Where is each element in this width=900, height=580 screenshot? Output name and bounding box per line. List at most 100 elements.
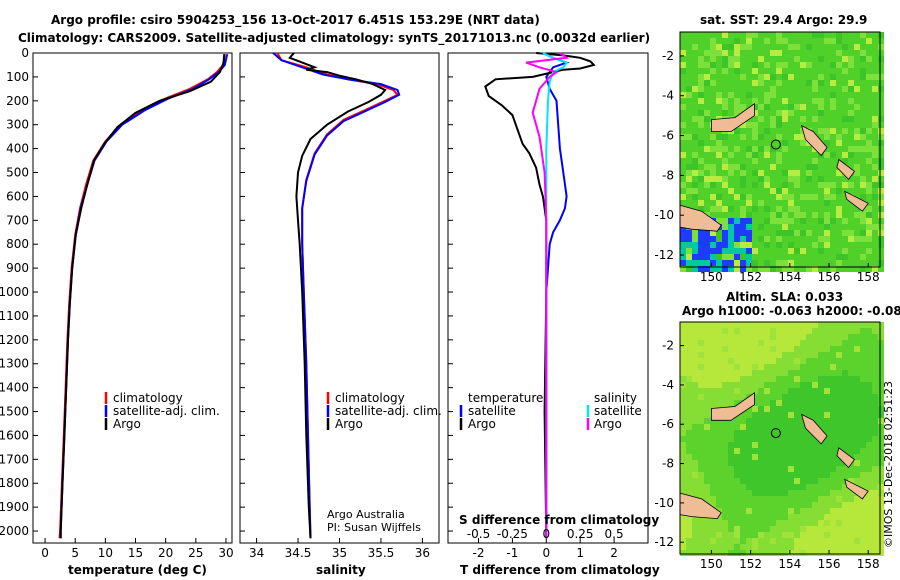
map-cell bbox=[860, 508, 866, 514]
map-cell bbox=[818, 424, 824, 430]
map-cell bbox=[782, 74, 788, 80]
map-cell bbox=[848, 322, 854, 328]
map-cell bbox=[758, 478, 764, 484]
map-cell bbox=[716, 496, 722, 502]
map-cell bbox=[812, 538, 818, 544]
map-cell bbox=[716, 322, 722, 328]
map-cell bbox=[770, 104, 776, 110]
map-cell bbox=[878, 242, 884, 248]
map-cell bbox=[830, 266, 836, 272]
map-cell bbox=[728, 260, 734, 266]
map-cell bbox=[788, 418, 794, 424]
map-cell bbox=[800, 532, 806, 538]
map-cell bbox=[812, 460, 818, 466]
map-cell bbox=[752, 526, 758, 532]
map-cell bbox=[752, 116, 758, 122]
map-cell bbox=[728, 550, 734, 556]
map-cell bbox=[704, 68, 710, 74]
map-cell bbox=[872, 508, 878, 514]
land-mass bbox=[844, 478, 869, 500]
map-cell bbox=[770, 454, 776, 460]
map-cell bbox=[770, 146, 776, 152]
map-cell bbox=[686, 50, 692, 56]
map-cell bbox=[758, 328, 764, 334]
map-cell bbox=[680, 466, 686, 472]
map-cell bbox=[770, 170, 776, 176]
map-cell bbox=[854, 182, 860, 188]
map-cell bbox=[770, 418, 776, 424]
map-cell bbox=[824, 68, 830, 74]
map-cell bbox=[734, 358, 740, 364]
map-cell bbox=[734, 164, 740, 170]
map-cell bbox=[842, 266, 848, 272]
map-cell bbox=[752, 346, 758, 352]
map-cell bbox=[764, 242, 770, 248]
map-cell bbox=[758, 364, 764, 370]
depth-tick-label: 1600 bbox=[0, 428, 29, 442]
map-cell bbox=[800, 194, 806, 200]
map-cell bbox=[722, 364, 728, 370]
sla-map-subtitle: Argo h1000: -0.063 h2000: -0.08 bbox=[682, 304, 900, 318]
map-cell bbox=[722, 248, 728, 254]
map-cell bbox=[824, 188, 830, 194]
map-cell bbox=[686, 364, 692, 370]
map-cell bbox=[728, 400, 734, 406]
map-cell bbox=[842, 382, 848, 388]
map-cell bbox=[698, 364, 704, 370]
map-cell bbox=[824, 412, 830, 418]
map-cell bbox=[716, 502, 722, 508]
map-cell bbox=[872, 176, 878, 182]
map-cell bbox=[806, 502, 812, 508]
map-cell bbox=[872, 466, 878, 472]
map-cell bbox=[692, 382, 698, 388]
map-cell bbox=[782, 406, 788, 412]
map-cell bbox=[776, 182, 782, 188]
map-cell bbox=[860, 230, 866, 236]
map-cell bbox=[680, 484, 686, 490]
map-cell bbox=[848, 490, 854, 496]
map-cell bbox=[698, 460, 704, 466]
depth-tick-label: 400 bbox=[6, 142, 29, 156]
map-cell bbox=[854, 56, 860, 62]
map-cell bbox=[848, 266, 854, 272]
map-cell bbox=[704, 490, 710, 496]
map-cell bbox=[770, 400, 776, 406]
map-cell bbox=[686, 442, 692, 448]
map-cell bbox=[770, 128, 776, 134]
map-cell bbox=[800, 68, 806, 74]
map-cell bbox=[704, 364, 710, 370]
map-cell bbox=[860, 164, 866, 170]
map-cell bbox=[776, 188, 782, 194]
map-cell bbox=[800, 182, 806, 188]
map-cell bbox=[746, 212, 752, 218]
map-cell bbox=[698, 346, 704, 352]
map-cell bbox=[824, 74, 830, 80]
map-cell bbox=[704, 460, 710, 466]
map-cell bbox=[710, 56, 716, 62]
map-cell bbox=[704, 146, 710, 152]
map-cell bbox=[716, 532, 722, 538]
map-cell bbox=[806, 182, 812, 188]
map-cell bbox=[842, 152, 848, 158]
map-cell bbox=[752, 328, 758, 334]
map-cell bbox=[764, 68, 770, 74]
map-cell bbox=[776, 532, 782, 538]
map-cell bbox=[692, 412, 698, 418]
map-cell bbox=[734, 32, 740, 38]
map-cell bbox=[764, 436, 770, 442]
map-cell bbox=[758, 424, 764, 430]
map-cell bbox=[872, 98, 878, 104]
map-cell bbox=[854, 128, 860, 134]
map-cell bbox=[866, 224, 872, 230]
map-cell bbox=[770, 140, 776, 146]
map-cell bbox=[878, 200, 884, 206]
map-cell bbox=[686, 260, 692, 266]
map-cell bbox=[866, 230, 872, 236]
map-cell bbox=[770, 364, 776, 370]
map-cell bbox=[812, 376, 818, 382]
map-cell bbox=[854, 388, 860, 394]
map-cell bbox=[776, 158, 782, 164]
map-cell bbox=[860, 74, 866, 80]
map-cell bbox=[848, 146, 854, 152]
map-cell bbox=[878, 38, 884, 44]
